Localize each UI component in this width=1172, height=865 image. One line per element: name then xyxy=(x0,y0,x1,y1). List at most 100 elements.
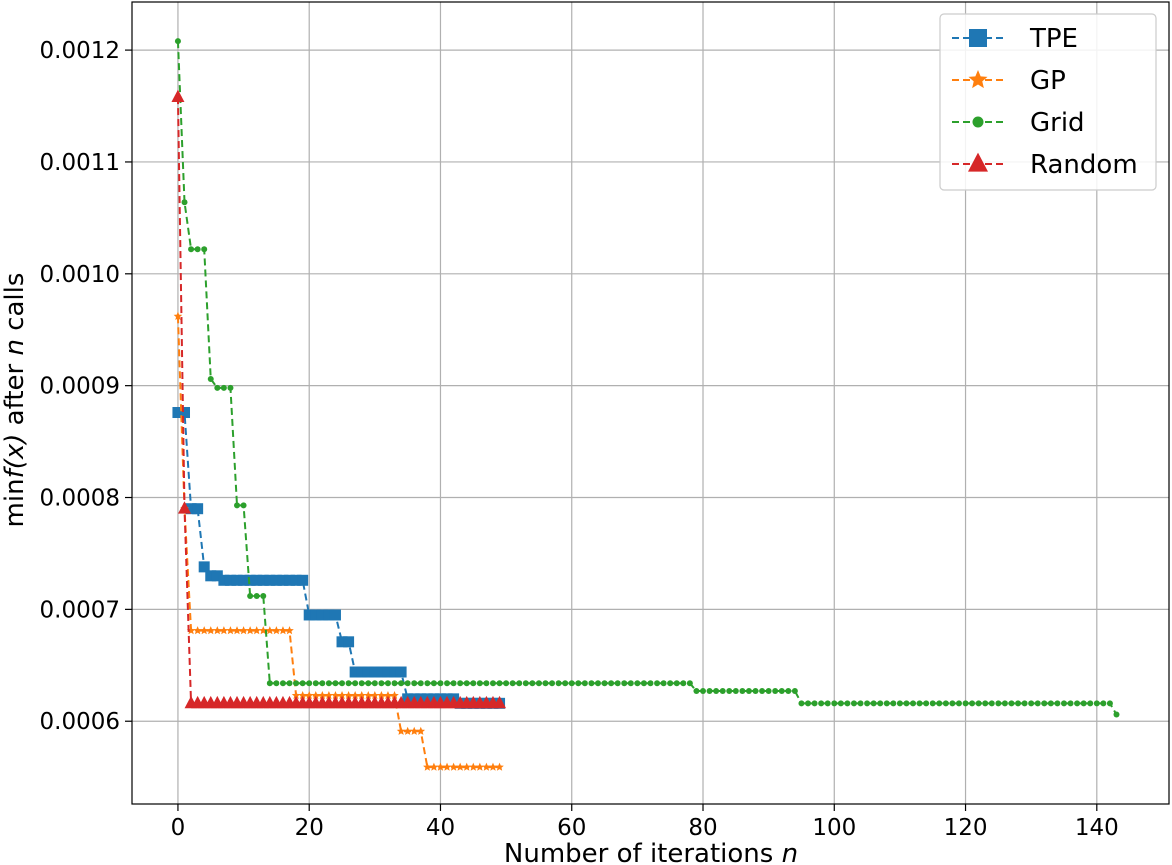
data-point xyxy=(706,688,713,695)
data-point xyxy=(1008,700,1015,707)
data-point xyxy=(220,384,227,391)
y-tick-label: 0.0009 xyxy=(40,374,120,400)
x-axis-label: Number of iterations n xyxy=(504,839,798,865)
legend-marker-random xyxy=(968,152,988,172)
y-tick-label: 0.0007 xyxy=(40,597,120,623)
legend-label-tpe: TPE xyxy=(1029,24,1078,54)
data-point xyxy=(995,700,1002,707)
x-tick-label: 60 xyxy=(557,815,586,841)
data-point xyxy=(529,680,536,687)
data-point xyxy=(1113,711,1120,718)
data-point xyxy=(245,626,255,635)
data-point xyxy=(364,691,373,700)
data-point xyxy=(391,680,398,687)
data-point xyxy=(352,680,359,687)
data-point xyxy=(772,688,779,695)
data-point xyxy=(186,626,196,635)
data-point xyxy=(483,680,490,687)
data-point xyxy=(1087,700,1094,707)
data-point xyxy=(297,574,309,586)
data-point xyxy=(253,592,260,599)
data-point xyxy=(343,636,355,648)
data-point xyxy=(857,700,864,707)
data-point xyxy=(837,700,844,707)
data-point xyxy=(423,762,432,771)
data-point xyxy=(332,680,339,687)
data-point xyxy=(575,680,582,687)
legend-marker-grid xyxy=(972,116,984,128)
data-point xyxy=(194,246,201,253)
data-point xyxy=(621,680,628,687)
data-point xyxy=(1060,700,1067,707)
data-point xyxy=(535,680,542,687)
x-tick-label: 140 xyxy=(1075,815,1119,841)
data-point xyxy=(362,666,374,678)
plot-frame xyxy=(131,1,1170,805)
data-point xyxy=(278,626,288,635)
data-point xyxy=(291,691,301,700)
data-point xyxy=(303,609,315,621)
y-tick-label: 0.0012 xyxy=(40,38,120,64)
data-point xyxy=(179,407,191,419)
data-point xyxy=(214,384,221,391)
data-point xyxy=(350,691,360,700)
data-point xyxy=(457,680,464,687)
data-point xyxy=(1093,700,1100,707)
data-point xyxy=(239,626,248,635)
x-tick-label: 120 xyxy=(944,815,988,841)
series-random xyxy=(171,89,507,709)
data-point xyxy=(495,762,504,771)
data-point xyxy=(752,688,759,695)
data-point xyxy=(436,762,445,771)
data-point xyxy=(916,700,923,707)
data-point xyxy=(331,691,340,700)
data-point xyxy=(356,666,368,678)
data-point xyxy=(404,680,411,687)
data-point xyxy=(213,626,222,635)
data-point xyxy=(923,700,930,707)
data-point xyxy=(370,691,380,700)
data-point xyxy=(463,680,470,687)
data-point xyxy=(270,574,282,586)
data-point xyxy=(260,592,267,599)
y-tick-label: 0.0010 xyxy=(40,262,120,288)
data-point xyxy=(936,700,943,707)
legend-entry-random: Random xyxy=(952,150,1138,180)
data-point xyxy=(192,503,204,515)
data-point xyxy=(403,726,412,735)
data-point xyxy=(395,666,407,678)
data-point xyxy=(1041,700,1048,707)
data-point xyxy=(975,700,982,707)
data-point xyxy=(369,666,381,678)
data-point xyxy=(318,691,327,700)
series-layer xyxy=(171,38,1120,771)
data-point xyxy=(199,626,209,635)
data-point xyxy=(252,626,261,635)
data-point xyxy=(693,688,700,695)
data-point xyxy=(417,680,424,687)
data-point xyxy=(358,680,365,687)
data-point xyxy=(273,680,280,687)
data-point xyxy=(850,700,857,707)
data-point xyxy=(509,680,516,687)
data-point xyxy=(298,691,307,700)
legend-marker-gp xyxy=(968,70,988,89)
data-point xyxy=(382,666,394,678)
data-point xyxy=(588,680,595,687)
data-point xyxy=(877,700,884,707)
data-point xyxy=(489,680,496,687)
data-point xyxy=(654,680,661,687)
data-point xyxy=(349,666,361,678)
legend-label-random: Random xyxy=(1030,150,1138,180)
data-point xyxy=(824,700,831,707)
data-point xyxy=(732,688,739,695)
x-tick-label: 100 xyxy=(812,815,856,841)
data-point xyxy=(660,680,667,687)
data-point xyxy=(791,688,798,695)
data-point xyxy=(549,680,556,687)
legend-label-grid: Grid xyxy=(1030,108,1085,138)
data-point xyxy=(1034,700,1041,707)
data-point xyxy=(398,680,405,687)
data-point xyxy=(890,700,897,707)
